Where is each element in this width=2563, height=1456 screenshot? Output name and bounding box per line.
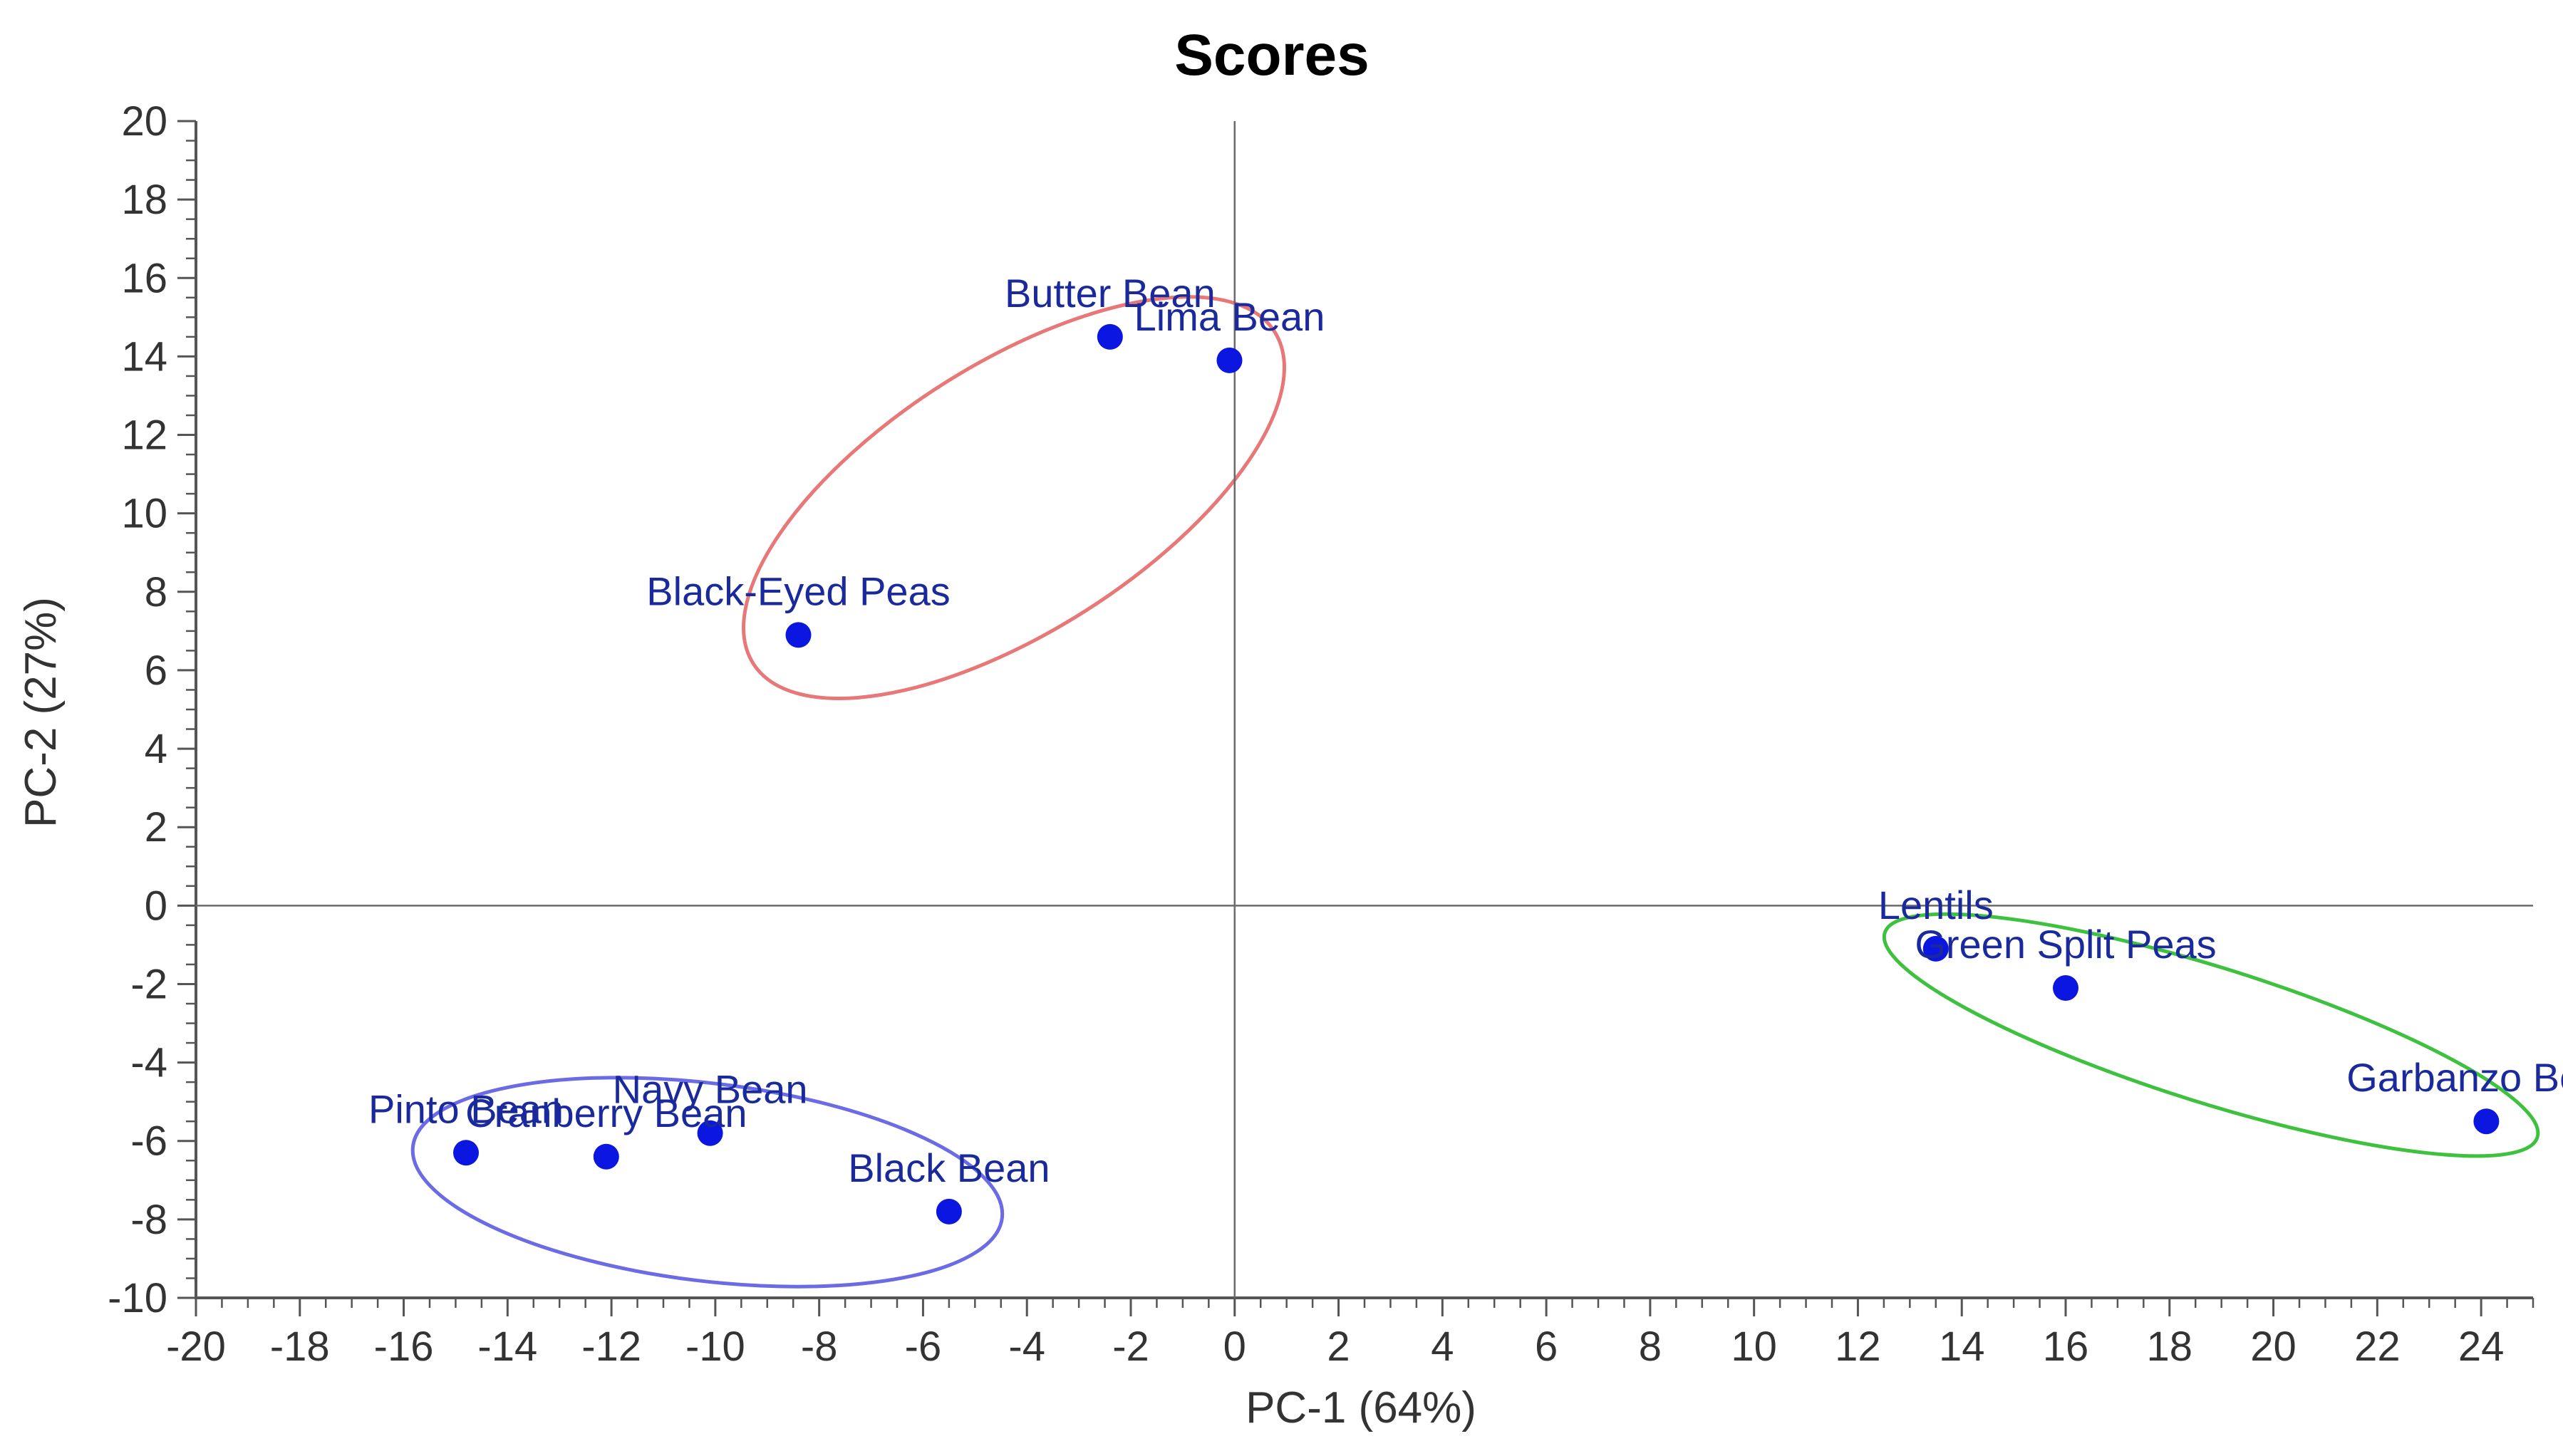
cluster-ellipse-group-2 (1882, 912, 2540, 1158)
data-point (2053, 974, 2078, 1001)
x-tick-label: -2 (1112, 1324, 1149, 1370)
x-tick-label: 8 (1639, 1324, 1662, 1370)
y-tick-label: 16 (121, 255, 167, 301)
data-point-label: Lentils (1878, 883, 1994, 927)
data-point (453, 1140, 480, 1166)
x-tick-label: 0 (1223, 1324, 1246, 1370)
x-tick-label: 16 (2043, 1324, 2089, 1370)
y-tick-label: 4 (145, 726, 167, 772)
y-tick-label: 0 (145, 883, 167, 929)
data-point (785, 622, 812, 648)
y-tick-label: -10 (108, 1275, 167, 1321)
data-point (936, 1198, 962, 1224)
x-tick-label: -18 (270, 1324, 330, 1370)
x-tick-label: 22 (2354, 1324, 2401, 1370)
data-point-label: Black Bean (848, 1145, 1050, 1190)
x-tick-label: 20 (2250, 1324, 2297, 1370)
data-point (697, 1120, 723, 1146)
x-tick-label: -10 (685, 1324, 745, 1370)
data-point-label: Green Split Peas (1915, 922, 2216, 967)
x-tick-label: -12 (581, 1324, 641, 1370)
y-tick-label: -2 (130, 961, 167, 1007)
data-point-label: Lima Bean (1134, 294, 1325, 339)
x-tick-label: -14 (477, 1324, 537, 1370)
data-point-label: Butter Bean (1005, 271, 1216, 316)
data-point-label: Garbanzo Bean (2346, 1055, 2563, 1100)
x-tick-label: -4 (1008, 1324, 1045, 1370)
x-tick-label: 14 (1939, 1324, 1985, 1370)
data-point (1216, 347, 1243, 373)
data-point (2473, 1108, 2500, 1135)
chart-title: Scores (1174, 23, 1369, 88)
x-tick-label: 12 (1835, 1324, 1881, 1370)
x-tick-label: -16 (374, 1324, 434, 1370)
x-tick-label: 4 (1431, 1324, 1454, 1370)
y-tick-label: 20 (121, 98, 167, 145)
y-tick-label: 10 (121, 491, 167, 537)
y-tick-label: -6 (130, 1118, 167, 1165)
y-tick-label: 14 (121, 333, 167, 380)
y-tick-label: 2 (145, 804, 167, 851)
data-point-label: Cranberry Bean (465, 1091, 747, 1135)
ticks: -20 -18 -16 -14 -12 -10 -8 -6 -4 -2 0 2 4 6 8 10 12 14 16 1… (108, 98, 2534, 1370)
y-tick-label: 12 (121, 412, 167, 459)
cluster-ellipse-group-3 (410, 1076, 1005, 1289)
data-point-label: Black-Eyed Peas (646, 568, 950, 613)
x-tick-label: 2 (1327, 1324, 1350, 1370)
y-tick-label: -8 (130, 1197, 167, 1243)
x-tick-label: -8 (801, 1324, 838, 1370)
data-point-label: Navy Bean (613, 1067, 808, 1112)
y-tick-label: 6 (145, 648, 167, 694)
y-axis-label: PC-2 (27%) (16, 597, 66, 828)
data-point-label: Pinto Bean (368, 1086, 564, 1131)
y-tick-label: -4 (130, 1040, 167, 1086)
x-tick-label: -6 (905, 1324, 942, 1370)
x-tick-label: 10 (1731, 1324, 1777, 1370)
y-tick-label: 8 (145, 569, 167, 615)
x-tick-label: 6 (1535, 1324, 1558, 1370)
cluster-ellipse-group-1 (742, 295, 1286, 700)
x-axis-label: PC-1 (64%) (1246, 1383, 1476, 1432)
x-tick-label: -20 (166, 1324, 226, 1370)
cluster-ellipses (410, 295, 2540, 1289)
data-point (1922, 935, 1949, 962)
data-points (453, 323, 2500, 1224)
y-tick-label: 18 (121, 177, 167, 223)
x-tick-label: 24 (2458, 1324, 2505, 1370)
data-point (1097, 323, 1123, 350)
x-tick-label: 18 (2147, 1324, 2193, 1370)
data-point (593, 1143, 619, 1170)
